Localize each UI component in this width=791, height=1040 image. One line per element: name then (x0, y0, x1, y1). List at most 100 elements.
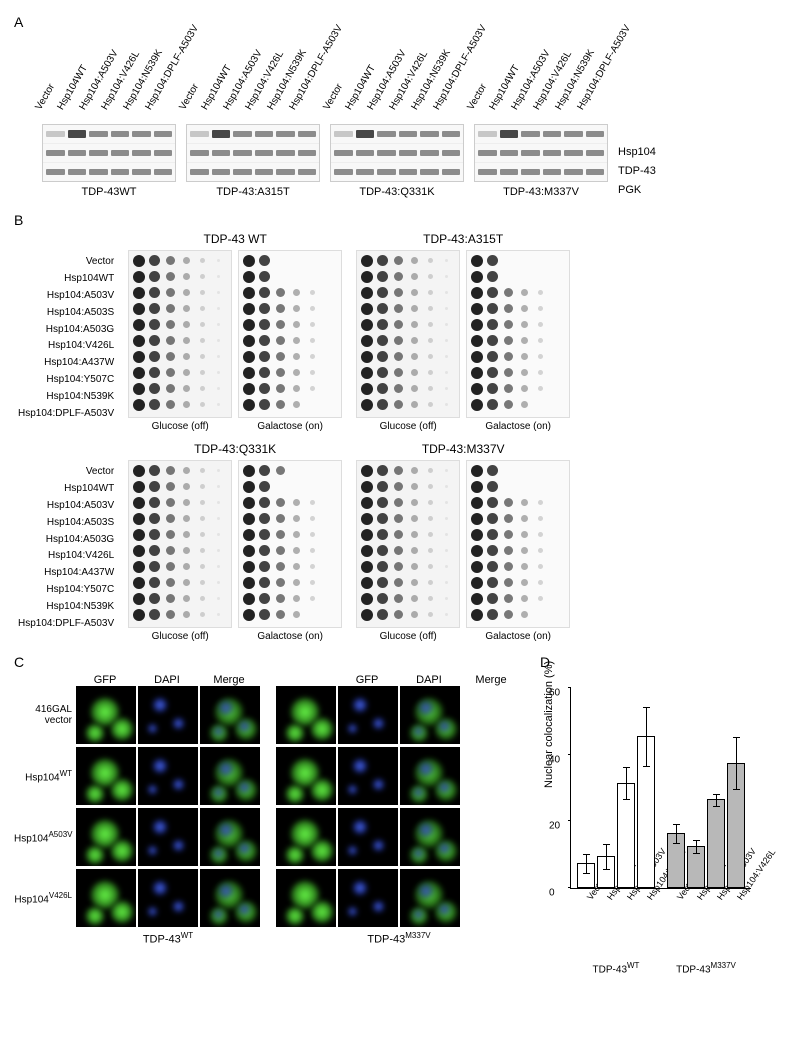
colony-spot (521, 321, 528, 328)
colony-spot (133, 271, 145, 283)
colony-spot (445, 581, 448, 584)
colony-spot (200, 290, 205, 295)
row-label: Vector (18, 464, 114, 480)
colony-spot (377, 465, 388, 476)
colony-spot (538, 548, 543, 553)
lane-label: Vector (33, 87, 54, 112)
colony-spot (310, 548, 315, 553)
x-group-label: TDP-43M337V (666, 961, 746, 975)
row-label: Hsp104:A503G (18, 322, 114, 338)
colony-spot (377, 529, 388, 540)
row-label: Hsp104WT (18, 271, 114, 287)
row-label: Hsp104:A503S (18, 305, 114, 321)
colony-spot (293, 595, 300, 602)
colony-spot (200, 500, 205, 505)
colony-spot (377, 367, 388, 378)
colony-spot (166, 594, 175, 603)
colony-spot (166, 336, 175, 345)
gel-image (474, 124, 608, 182)
colony-spot (310, 564, 315, 569)
row-label: Hsp104:N539K (18, 599, 114, 615)
lane-label: Hsp104:V426L (243, 87, 264, 112)
colony-spot (445, 485, 448, 488)
colony-spot (521, 369, 528, 376)
colony-spot (183, 467, 190, 474)
colony-spot (487, 255, 498, 266)
row-label: Hsp104WT (18, 481, 114, 497)
colony-spot (200, 548, 205, 553)
colony-spot (217, 501, 220, 504)
colony-spot (200, 354, 205, 359)
gel-image (42, 124, 176, 182)
bar (727, 763, 745, 888)
colony-spot (377, 335, 388, 346)
panel-a: A VectorHsp104WTHsp104:A503VHsp104:V426L… (14, 14, 777, 198)
microscopy-cell (276, 686, 336, 744)
colony-spot (428, 274, 433, 279)
colony-spot (200, 306, 205, 311)
colony-spot (394, 352, 403, 361)
colony-spot (259, 303, 270, 314)
colony-spot (361, 271, 373, 283)
lane-label: Hsp104:N539K (553, 87, 574, 112)
colony-spot (445, 323, 448, 326)
blot-row-label: PGK (618, 184, 656, 196)
colony-spot (217, 291, 220, 294)
colony-spot (259, 609, 270, 620)
row-label: Hsp104:A503V (18, 498, 114, 514)
colony-spot (538, 322, 543, 327)
colony-spot (149, 319, 160, 330)
bar (617, 783, 635, 888)
row-label: Hsp104:DPLF-A503V (18, 616, 114, 632)
colony-spot (217, 485, 220, 488)
colony-spot (428, 402, 433, 407)
lane-label: Hsp104:A503V (77, 87, 98, 112)
colony-spot (293, 353, 300, 360)
colony-spot (487, 335, 498, 346)
colony-spot (200, 370, 205, 375)
colony-spot (133, 255, 145, 267)
colony-spot (411, 289, 418, 296)
colony-spot (166, 530, 175, 539)
row-label: Hsp104:A503V (18, 288, 114, 304)
colony-spot (217, 323, 220, 326)
colony-spot (377, 255, 388, 266)
colony-spot (471, 497, 483, 509)
colony-spot (276, 384, 285, 393)
colony-spot (217, 275, 220, 278)
construct-label: TDP-43WT (82, 186, 137, 198)
lane-label: Hsp104:V426L (531, 87, 552, 112)
blot-group: VectorHsp104WTHsp104:A503VHsp104:V426LHs… (474, 34, 608, 198)
microscopy-cell (76, 686, 136, 744)
spot-assay-grid (466, 250, 570, 418)
colony-spot (394, 514, 403, 523)
colony-spot (377, 577, 388, 588)
lane-label: Hsp104:A503V (221, 87, 242, 112)
colony-spot (276, 368, 285, 377)
row-label: Hsp104:A437W (18, 355, 114, 371)
colony-spot (166, 610, 175, 619)
construct-label: TDP-43WT (74, 931, 262, 946)
colony-spot (183, 547, 190, 554)
colony-spot (200, 274, 205, 279)
colony-spot (504, 400, 513, 409)
colony-spot (149, 383, 160, 394)
colony-spot (428, 516, 433, 521)
colony-spot (259, 561, 270, 572)
x-axis-label: Galactose (on) (257, 631, 323, 642)
colony-spot (293, 321, 300, 328)
colony-spot (310, 354, 315, 359)
colony-spot (259, 481, 270, 492)
microscopy-cell (276, 747, 336, 805)
row-label: Hsp104:A437W (18, 565, 114, 581)
row-label: Hsp104WT (14, 769, 76, 783)
colony-spot (183, 595, 190, 602)
colony-spot (394, 320, 403, 329)
colony-spot (377, 271, 388, 282)
microscopy-cell (338, 686, 398, 744)
row-label: Hsp104:N539K (18, 389, 114, 405)
colony-spot (243, 255, 255, 267)
colony-spot (243, 399, 255, 411)
colony-spot (471, 529, 483, 541)
colony-spot (293, 547, 300, 554)
